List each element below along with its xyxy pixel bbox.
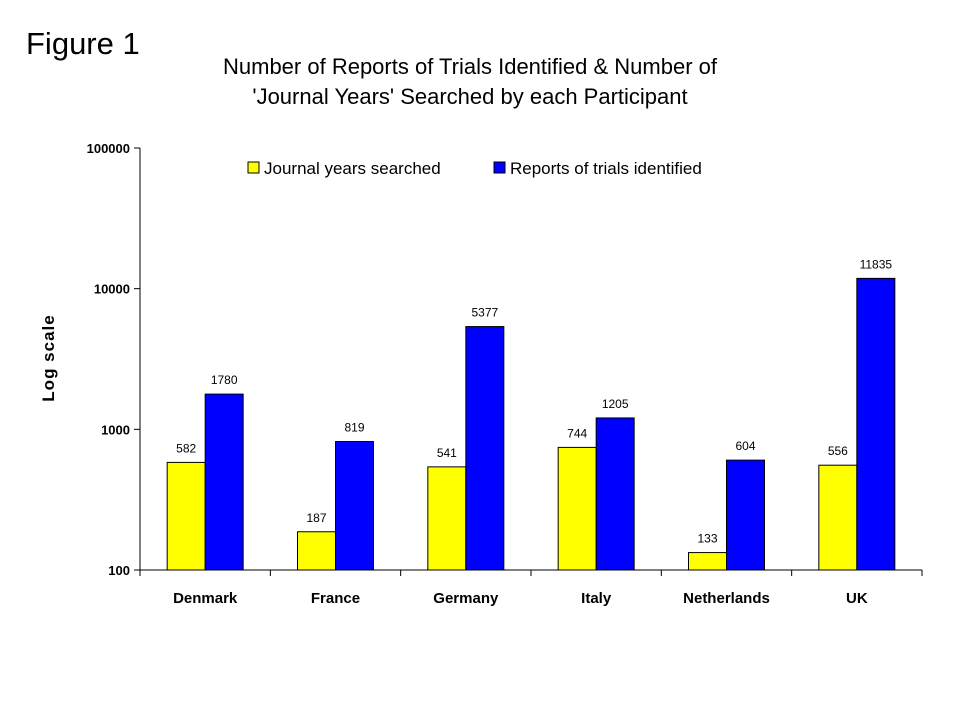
x-category-label: Italy <box>581 590 612 607</box>
y-axis-title-group: Log scale <box>39 314 58 401</box>
legend-swatch <box>247 161 260 174</box>
x-category-label: Denmark <box>173 590 238 607</box>
y-tick-label: 100000 <box>87 141 130 156</box>
data-label: 187 <box>306 511 326 525</box>
chart-title: Number of Reports of Trials Identified &… <box>150 52 790 112</box>
y-tick-label: 100 <box>108 563 130 578</box>
x-axis: Denmark France Germany Italy Netherlands UK <box>139 569 923 607</box>
bar <box>856 277 896 571</box>
bar <box>335 441 374 571</box>
bar <box>204 393 244 571</box>
y-axis: 100 1000 10000 100000 <box>87 141 141 578</box>
data-label: 11835 <box>860 257 893 271</box>
data-label: 604 <box>735 439 755 453</box>
bar <box>595 417 635 571</box>
legend: Journal years searched Reports of trials … <box>247 159 702 178</box>
data-label: 744 <box>567 426 587 440</box>
bar <box>297 531 336 571</box>
bar <box>557 446 597 571</box>
legend-swatch <box>493 161 506 174</box>
data-label: 1205 <box>602 397 629 411</box>
chart-title-line-1: Number of Reports of Trials Identified &… <box>223 54 717 79</box>
data-label: 5377 <box>471 306 498 320</box>
figure-label: Figure 1 <box>26 26 140 61</box>
y-tick-label: 10000 <box>94 282 130 297</box>
y-axis-title: Log scale <box>39 314 58 401</box>
data-label: 556 <box>828 444 848 458</box>
x-category-label: Netherlands <box>683 590 770 607</box>
legend-label: Journal years searched <box>264 159 441 178</box>
bar <box>688 552 727 571</box>
data-label: 582 <box>176 441 196 455</box>
data-label: 541 <box>437 446 457 460</box>
x-category-label: France <box>311 590 360 607</box>
chart-title-line-2: 'Journal Years' Searched by each Partici… <box>252 84 688 109</box>
y-tick-label: 1000 <box>101 422 130 437</box>
data-label: 819 <box>344 421 364 435</box>
legend-label: Reports of trials identified <box>510 159 702 178</box>
bar <box>427 466 467 571</box>
bar <box>166 461 206 571</box>
x-category-label: UK <box>846 590 868 607</box>
bar <box>465 326 505 571</box>
data-label: 133 <box>697 532 717 546</box>
bar <box>726 459 765 571</box>
bar <box>818 464 858 571</box>
bars: 582 187 541 744 133 556 1780 819 5377 1205 604 1183… <box>166 257 896 571</box>
data-label: 1780 <box>211 373 238 387</box>
x-category-label: Germany <box>433 590 499 607</box>
